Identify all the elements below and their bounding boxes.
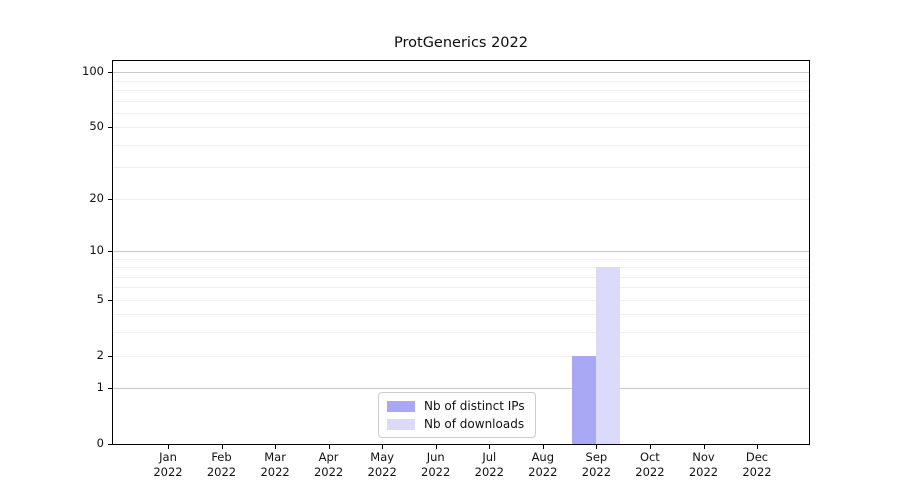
x-tick-label-year: 2022 xyxy=(367,465,397,479)
legend-label-distinct-ips: Nb of distinct IPs xyxy=(424,399,525,413)
x-tick-label-year: 2022 xyxy=(474,465,504,479)
gridline-minor xyxy=(113,276,809,278)
y-tick-mark xyxy=(108,72,112,74)
x-tick-label: Jan 2022 xyxy=(138,450,198,480)
y-tick-label: 2 xyxy=(96,347,104,362)
y-tick-label: 10 xyxy=(89,242,104,257)
x-tick-mark xyxy=(221,444,223,449)
x-tick-label: Jul 2022 xyxy=(459,450,519,480)
x-tick-mark xyxy=(168,444,169,449)
plot-area: Nb of distinct IPs Nb of downloads xyxy=(112,60,810,445)
legend-item-distinct-ips: Nb of distinct IPs xyxy=(387,399,525,413)
y-tick-label: 50 xyxy=(89,119,104,134)
x-tick-label: Dec 2022 xyxy=(727,450,787,480)
gridline-minor xyxy=(113,299,809,301)
y-tick-mark xyxy=(108,299,112,301)
gridline-minor xyxy=(113,355,809,357)
x-tick-mark xyxy=(757,444,758,449)
x-tick-label: Sep 2022 xyxy=(566,450,626,480)
gridline-minor xyxy=(113,80,809,82)
gridline-minor xyxy=(113,267,809,268)
legend: Nb of distinct IPs Nb of downloads xyxy=(378,392,536,438)
x-tick-mark xyxy=(649,444,651,449)
x-tick-label-year: 2022 xyxy=(206,465,237,479)
x-tick-mark xyxy=(703,444,705,449)
y-tick-mark xyxy=(108,355,112,357)
x-tick-mark xyxy=(542,444,544,449)
y-tick-mark xyxy=(108,388,112,390)
gridline-major xyxy=(113,388,809,390)
y-tick-mark xyxy=(108,250,112,252)
gridline-minor xyxy=(113,89,809,91)
x-tick-mark xyxy=(596,444,598,449)
x-tick-mark xyxy=(382,444,384,449)
x-tick-label-year: 2022 xyxy=(313,465,344,479)
x-tick-label: Jun 2022 xyxy=(406,450,466,480)
y-tick-label: 20 xyxy=(89,190,104,205)
gridline-major xyxy=(113,72,809,74)
y-tick-label: 5 xyxy=(96,291,104,306)
gridline-minor xyxy=(113,287,809,289)
legend-swatch-distinct-ips xyxy=(387,400,415,412)
y-tick-mark xyxy=(108,444,112,445)
gridline-minor xyxy=(113,100,809,102)
gridline-minor xyxy=(113,258,809,260)
legend-swatch-downloads xyxy=(387,418,415,430)
y-tick-mark xyxy=(108,127,112,129)
gridline-minor xyxy=(113,314,809,316)
x-tick-label-year: 2022 xyxy=(421,465,451,479)
x-tick-label-year: 2022 xyxy=(153,465,183,479)
legend-label-downloads: Nb of downloads xyxy=(424,417,525,431)
x-tick-label-year: 2022 xyxy=(528,465,558,479)
chart-title: ProtGenerics 2022 xyxy=(394,35,528,51)
x-tick-label-year: 2022 xyxy=(635,465,665,479)
y-tick-mark xyxy=(108,198,112,200)
x-tick-label-year: 2022 xyxy=(581,465,612,479)
x-tick-label-year: 2022 xyxy=(742,465,772,479)
x-tick-label: Nov 2022 xyxy=(674,450,734,480)
x-tick-label-year: 2022 xyxy=(688,465,719,479)
x-tick-label: Feb 2022 xyxy=(192,450,252,480)
gridline-minor xyxy=(113,332,809,334)
x-tick-label-year: 2022 xyxy=(260,465,290,479)
y-tick-label: 0 xyxy=(96,436,104,450)
x-tick-mark xyxy=(328,444,330,449)
bar-nb-of-distinct-ips xyxy=(572,355,597,444)
gridline-minor xyxy=(113,112,809,114)
x-tick-mark xyxy=(435,444,437,449)
x-tick-label: May 2022 xyxy=(352,450,412,480)
y-tick-label: 100 xyxy=(82,64,104,79)
gridline-major xyxy=(113,250,809,252)
x-tick-label: Mar 2022 xyxy=(245,450,305,480)
gridline-minor xyxy=(113,127,809,129)
x-tick-mark xyxy=(489,444,491,449)
x-tick-label: Aug 2022 xyxy=(513,450,573,480)
legend-item-downloads: Nb of downloads xyxy=(387,417,525,431)
bar-nb-of-downloads xyxy=(596,267,621,444)
gridline-minor xyxy=(113,198,809,200)
x-tick-label: Apr 2022 xyxy=(299,450,359,480)
gridline-minor xyxy=(113,167,809,169)
gridline-minor xyxy=(113,144,809,146)
x-tick-label: Oct 2022 xyxy=(620,450,680,480)
y-tick-label: 1 xyxy=(96,380,104,395)
x-tick-mark xyxy=(275,444,277,449)
